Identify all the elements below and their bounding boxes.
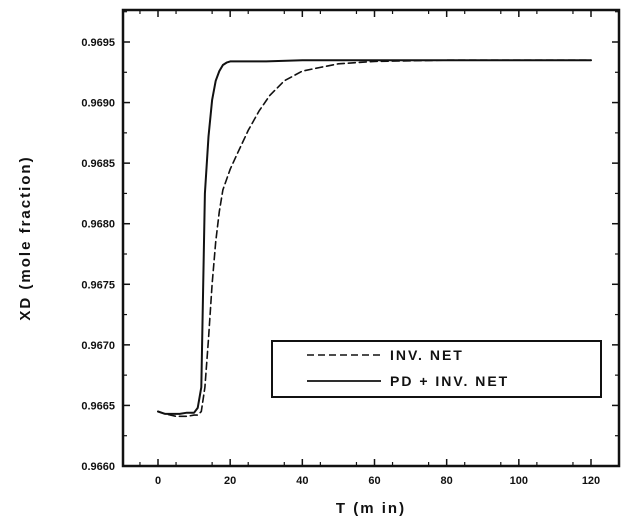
x-tick-label: 20 xyxy=(224,475,236,487)
y-tick-label: 0.9665 xyxy=(81,400,115,412)
x-tick-label: 40 xyxy=(296,475,308,487)
y-tick-label: 0.9690 xyxy=(81,98,115,110)
axis-ticks: 0 20 40 60 80 100 120 0.9660 0.9665 0.9670 0.9675 0… xyxy=(81,10,619,487)
y-tick-label: 0.9670 xyxy=(81,340,115,352)
series-layer xyxy=(157,59,592,418)
legend-label-pd-inv-net: PD + INV. NET xyxy=(390,373,509,389)
x-axis-title: T (m in) xyxy=(336,500,406,517)
legend-label-inv-net: INV. NET xyxy=(390,347,464,363)
legend: INV. NET PD + INV. NET xyxy=(271,340,602,398)
y-tick-label: 0.9680 xyxy=(81,219,115,231)
y-tick-label: 0.9695 xyxy=(81,37,115,49)
series-line-inv-net xyxy=(157,59,592,418)
x-tick-label: 0 xyxy=(155,475,161,487)
y-tick-label: 0.9675 xyxy=(81,279,115,291)
y-axis-title: XD (mole fraction) xyxy=(17,155,34,320)
series-line-pd-inv-net xyxy=(157,59,592,415)
y-tick-label: 0.9660 xyxy=(81,461,115,473)
y-tick-label: 0.9685 xyxy=(81,158,115,170)
plot-frame xyxy=(121,8,621,468)
legend-box xyxy=(271,340,602,398)
x-tick-label: 60 xyxy=(368,475,380,487)
x-tick-label: 100 xyxy=(510,475,528,487)
x-tick-label: 120 xyxy=(582,475,600,487)
x-tick-label: 80 xyxy=(441,475,453,487)
